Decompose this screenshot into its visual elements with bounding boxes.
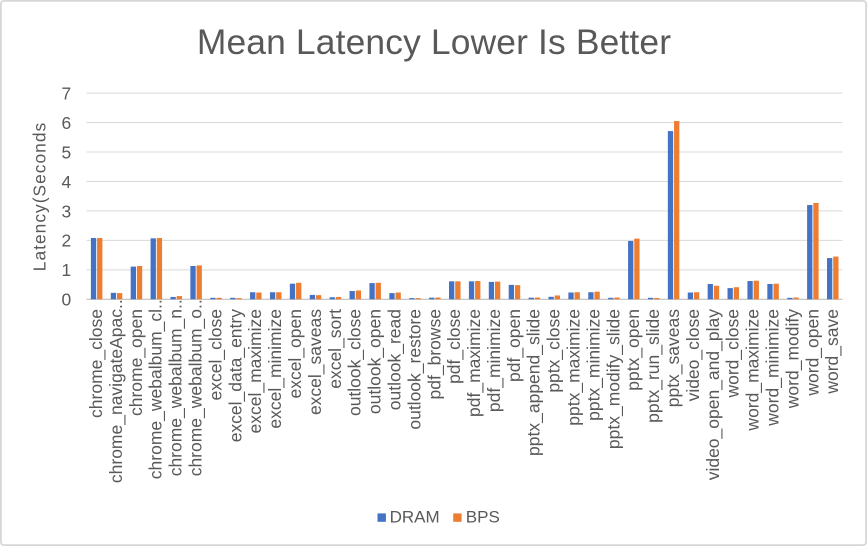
svg-text:pptx_run_slide: pptx_run_slide	[643, 309, 664, 423]
svg-text:outlook_restore: outlook_restore	[404, 309, 425, 430]
svg-text:Mean Latency Lower Is Better: Mean Latency Lower Is Better	[197, 22, 671, 62]
svg-text:chrome_webalbum_n..: chrome_webalbum_n..	[166, 299, 187, 476]
svg-text:pdf_browse: pdf_browse	[424, 309, 445, 399]
svg-text:chrome_close: chrome_close	[86, 309, 107, 418]
svg-text:word_save: word_save	[822, 309, 843, 395]
svg-text:chrome_webalbum_o..: chrome_webalbum_o..	[186, 299, 207, 476]
svg-text:chrome_webalbum_cl..: chrome_webalbum_cl..	[146, 299, 167, 479]
svg-text:pptx_saveas: pptx_saveas	[663, 309, 684, 408]
svg-text:pdf_open: pdf_open	[504, 309, 525, 382]
svg-text:outlook_close: outlook_close	[345, 309, 366, 416]
svg-text:5: 5	[62, 142, 72, 162]
svg-text:outlook_read: outlook_read	[384, 309, 405, 410]
svg-text:excel_maximize: excel_maximize	[245, 309, 266, 433]
svg-text:chrome_navigateApac..: chrome_navigateApac..	[106, 299, 127, 483]
svg-text:2: 2	[62, 231, 72, 251]
svg-text:pdf_minimize: pdf_minimize	[484, 309, 505, 412]
svg-text:BPS: BPS	[466, 508, 500, 527]
svg-text:chrome_open: chrome_open	[126, 309, 147, 416]
svg-text:Latency(Seconds: Latency(Seconds	[30, 122, 50, 271]
svg-text:word_minimize: word_minimize	[762, 309, 783, 427]
svg-text:pptx_open: pptx_open	[623, 309, 644, 391]
svg-text:word_close: word_close	[723, 309, 744, 399]
svg-text:excel_saveas: excel_saveas	[305, 309, 326, 415]
svg-text:pdf_close: pdf_close	[444, 309, 465, 384]
svg-text:video_close: video_close	[683, 309, 704, 401]
svg-text:word_modify: word_modify	[782, 309, 803, 409]
svg-text:word_maximize: word_maximize	[743, 309, 764, 432]
svg-text:outlook_open: outlook_open	[365, 309, 386, 414]
svg-text:video_open_and_play: video_open_and_play	[703, 309, 724, 481]
svg-text:6: 6	[62, 113, 72, 133]
svg-text:DRAM: DRAM	[390, 508, 440, 527]
svg-text:excel_sort: excel_sort	[325, 309, 346, 389]
svg-text:excel_open: excel_open	[285, 309, 306, 399]
svg-text:pptx_minimize: pptx_minimize	[583, 309, 604, 421]
svg-text:excel_data_entry: excel_data_entry	[225, 309, 246, 443]
svg-text:3: 3	[62, 201, 72, 221]
svg-text:pptx_maximize: pptx_maximize	[564, 309, 585, 426]
svg-text:pptx_close: pptx_close	[544, 309, 565, 393]
svg-text:excel_minimize: excel_minimize	[265, 309, 286, 429]
svg-text:excel_close: excel_close	[205, 309, 226, 400]
svg-text:7: 7	[62, 83, 72, 103]
svg-text:1: 1	[62, 260, 72, 280]
svg-text:0: 0	[62, 290, 72, 310]
svg-text:pdf_maximize: pdf_maximize	[464, 309, 485, 417]
svg-text:word_open: word_open	[802, 309, 823, 397]
svg-text:pptx_modify_slide: pptx_modify_slide	[603, 309, 624, 449]
svg-text:4: 4	[62, 172, 72, 192]
svg-text:pptx_append_slide: pptx_append_slide	[524, 309, 545, 456]
